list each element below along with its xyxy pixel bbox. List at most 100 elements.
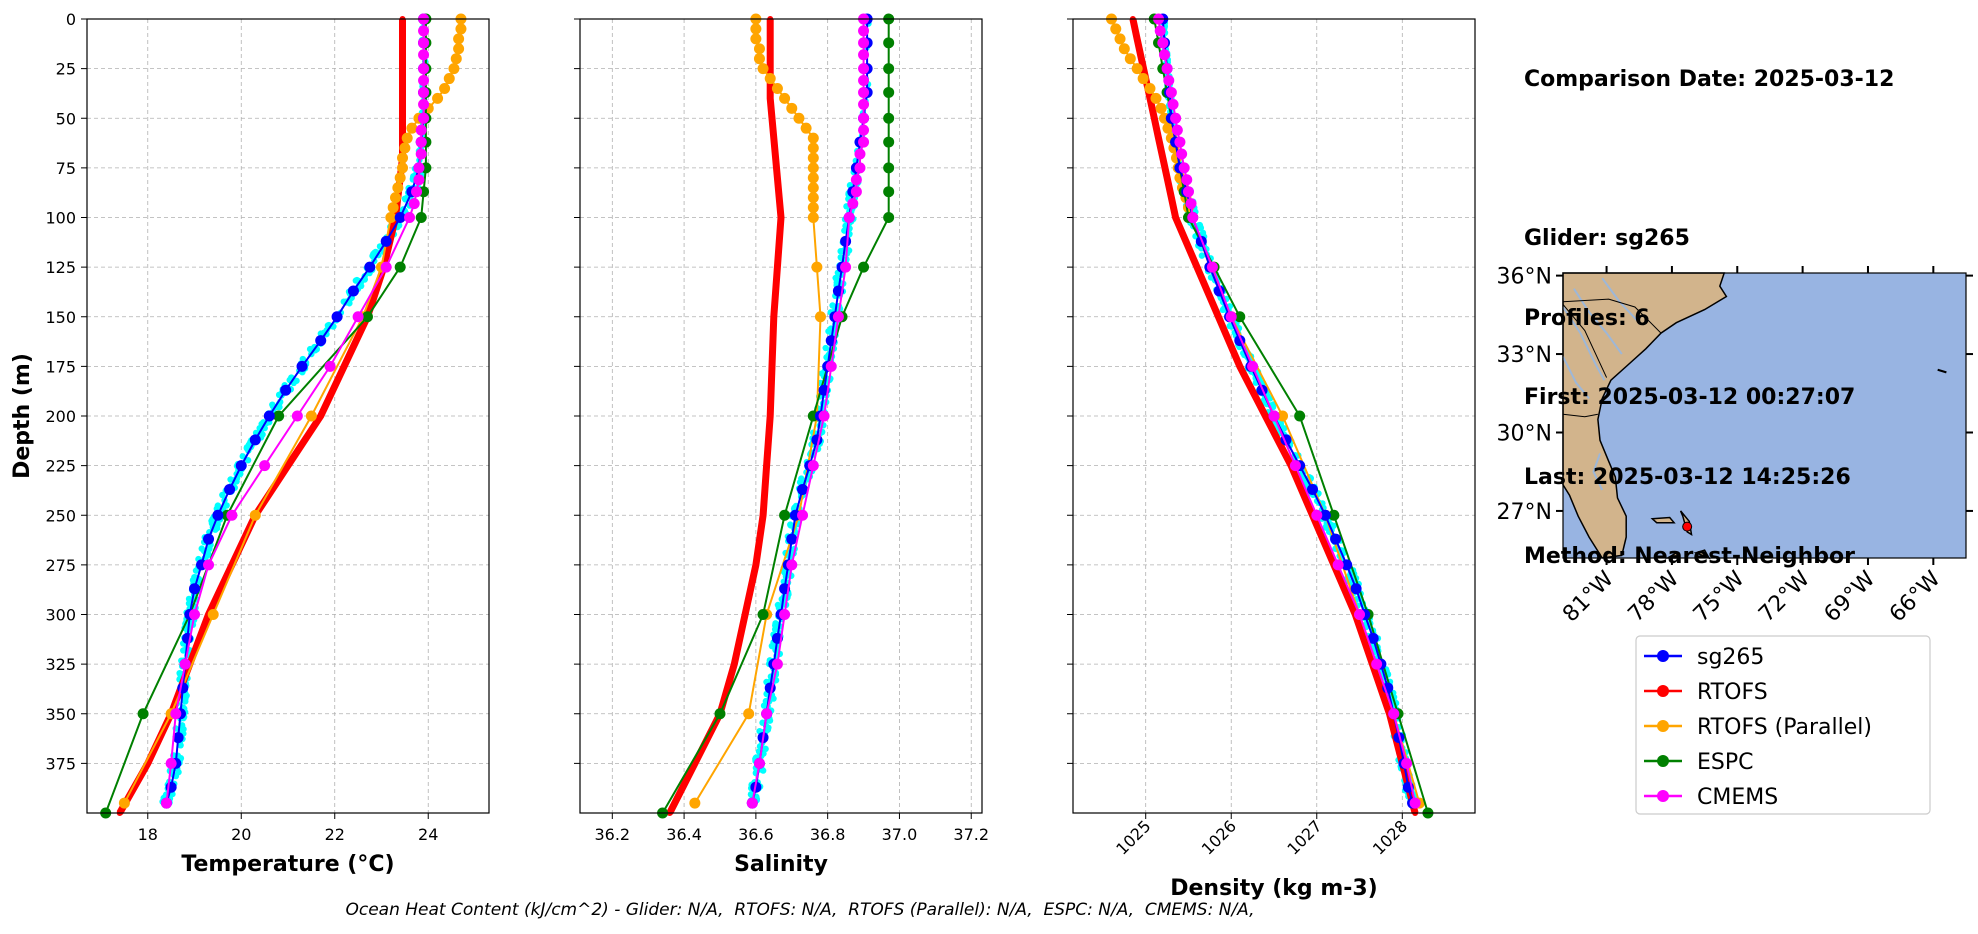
y-tick-label: 300: [45, 606, 76, 625]
series-point: [401, 132, 413, 144]
series-point: [764, 73, 776, 85]
series-point: [394, 172, 406, 184]
series-point: [1341, 559, 1353, 571]
series-point: [883, 162, 895, 174]
series-point: [415, 136, 427, 148]
glider-scatter-point: [1280, 425, 1288, 432]
legend-item-rtofs-parallel-: RTOFS (Parallel): [1644, 715, 1872, 740]
series-point: [1138, 55, 1145, 62]
map-river: [1601, 277, 1640, 324]
series-point: [418, 37, 430, 49]
ohc-footer: Ocean Heat Content (kJ/cm^2) - Glider: N…: [345, 900, 1255, 920]
series-point: [1319, 509, 1331, 521]
series-point: [858, 75, 870, 87]
series-point: [207, 609, 219, 620]
series-point: [392, 182, 404, 194]
series-point: [774, 174, 781, 181]
series-point: [767, 413, 774, 419]
series-point: [1154, 25, 1166, 37]
x-axis-label: Density (kg m-3): [1170, 876, 1378, 901]
series-point: [1225, 311, 1237, 323]
series-point: [1262, 413, 1269, 419]
y-tick-label: 50: [56, 109, 76, 128]
glider-scatter-point: [768, 642, 776, 650]
series-point: [883, 63, 895, 75]
series-point: [1159, 49, 1171, 61]
info-block: Comparison Date: 2025-03-12 Glider: sg26…: [1524, 14, 1894, 597]
series-point: [364, 261, 376, 273]
series-point: [807, 142, 819, 154]
info-spacer: [1524, 147, 1894, 174]
series-point: [858, 124, 870, 136]
series-point: [797, 483, 809, 495]
series-point: [750, 23, 762, 35]
legend-label: CMEMS: [1697, 785, 1778, 810]
series-point: [854, 162, 866, 174]
series-point: [1354, 609, 1366, 620]
glider-scatter-point: [214, 503, 222, 511]
series-point: [840, 235, 852, 247]
series-point: [753, 43, 765, 55]
series-point: [1155, 102, 1167, 114]
glider-scatter-point: [759, 767, 767, 774]
x-tick-label: 36.2: [594, 825, 630, 844]
glider-scatter-point: [1323, 524, 1330, 531]
series-point: [1182, 186, 1194, 198]
series-point: [415, 148, 427, 160]
x-tick-label: 36.6: [738, 825, 774, 844]
series-point: [1171, 124, 1183, 136]
x-tick-label: 1026: [1198, 816, 1240, 858]
panel-salinity: 36.2 36.4 36.6 36.8 37.0 37.2 Salinity: [574, 13, 989, 877]
series-point: [413, 174, 425, 186]
series-point: [399, 142, 411, 154]
profiles-count: Profiles: 6: [1524, 305, 1650, 331]
series-point: [1328, 509, 1340, 521]
x-axis-label: Salinity: [734, 852, 828, 877]
glider-scatter-point: [771, 622, 779, 629]
x-tick-label: 36.8: [810, 825, 846, 844]
series-point: [797, 509, 809, 521]
glider-scatter-point: [787, 521, 794, 528]
glider-scatter-point: [306, 345, 314, 353]
series-point: [1306, 483, 1318, 495]
glider-scatter-point: [178, 722, 186, 729]
glider-position-marker: [1682, 521, 1693, 532]
series-point: [850, 174, 862, 186]
series-point: [418, 49, 430, 61]
legend-label: RTOFS (Parallel): [1697, 715, 1872, 740]
series-point: [793, 112, 805, 124]
series-point: [753, 53, 765, 65]
map-y-tick-label: 30°N: [1497, 421, 1552, 446]
series-point: [1118, 43, 1130, 55]
series-point: [1350, 583, 1362, 595]
series-point: [361, 311, 373, 323]
map-inset: 36°N33°N30°N27°N81°W 78°W 75°W 72°W 69°W 66°W: [1497, 265, 1973, 627]
series-point: [1165, 86, 1177, 98]
map-y-tick-label: 33°N: [1497, 343, 1552, 368]
series-point: [189, 609, 201, 620]
series-point: [800, 122, 812, 134]
series-point: [415, 124, 427, 136]
y-tick-label: 25: [56, 60, 76, 79]
series-point: [883, 112, 895, 124]
series-point: [1168, 194, 1175, 201]
series-point: [165, 757, 177, 769]
series-point: [341, 363, 348, 370]
series-point: [170, 708, 182, 720]
series-point: [743, 708, 755, 720]
x-tick-label: 20: [231, 825, 251, 844]
series-point: [399, 115, 406, 122]
series-point: [779, 509, 791, 521]
glider-scatter-point: [219, 491, 226, 499]
series-point: [854, 148, 866, 160]
glider-name: Glider: sg265: [1524, 226, 1690, 251]
series-point: [331, 311, 343, 323]
series-point: [315, 335, 327, 347]
series-point: [1187, 212, 1199, 223]
series-point: [847, 198, 859, 210]
series-point: [757, 609, 769, 620]
x-tick-label: 1025: [1112, 816, 1154, 858]
series-point: [1151, 115, 1158, 122]
series-point: [453, 43, 465, 55]
series-point: [235, 460, 247, 472]
